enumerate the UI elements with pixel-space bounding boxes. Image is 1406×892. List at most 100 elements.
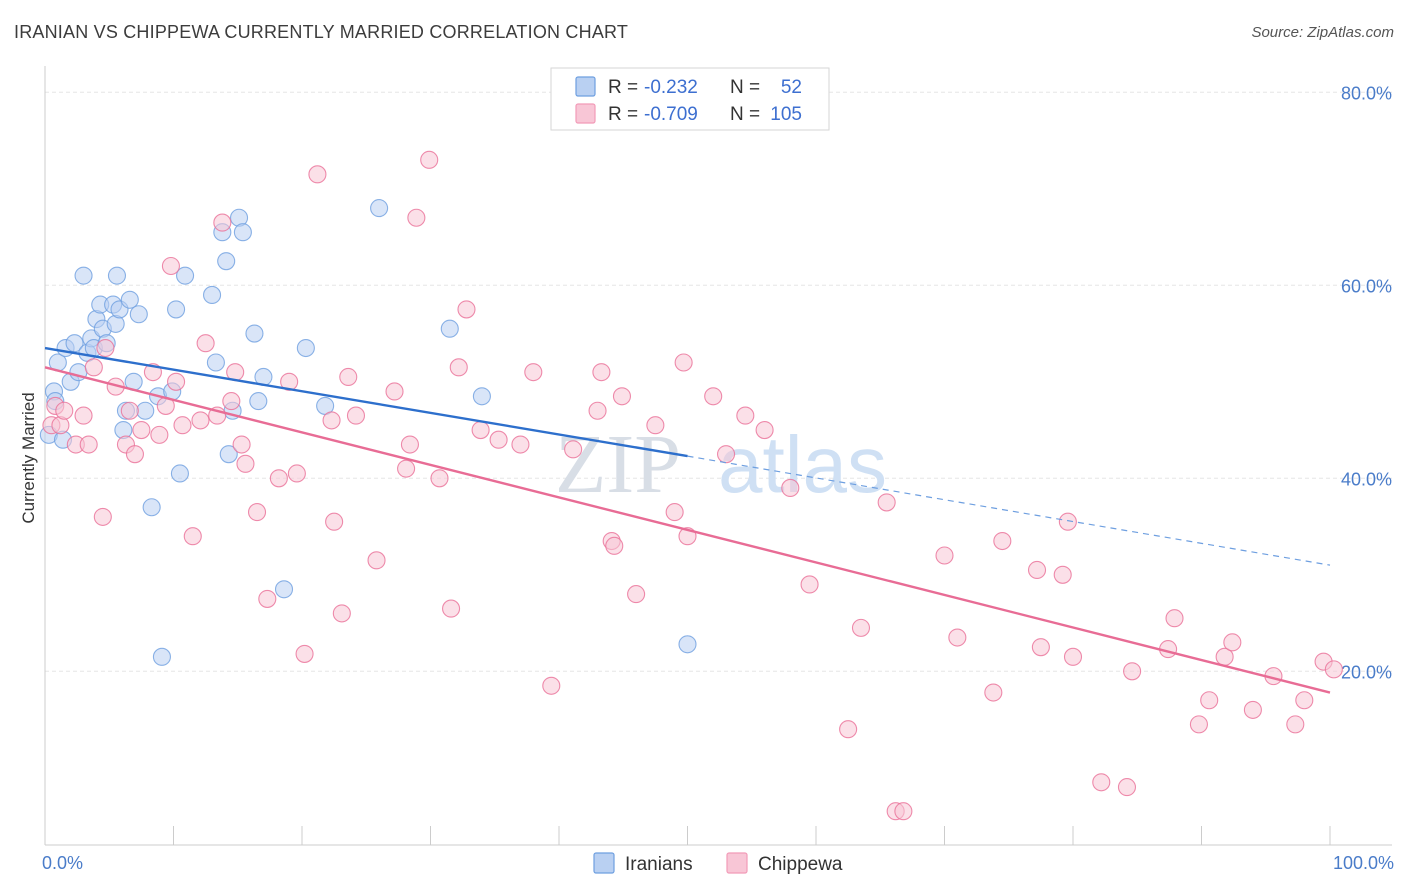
y-tick-label-0: 20.0% (1341, 662, 1392, 682)
chippewa-point-68 (704, 387, 723, 406)
chippewa-point-5 (74, 406, 93, 425)
iranians-trend-extension (687, 455, 1331, 566)
chippewa-point-21 (183, 527, 202, 546)
chippewa-point-9 (96, 338, 115, 358)
trend-lines (44, 346, 1331, 694)
legend-frame (550, 67, 830, 131)
chippewa-point-57 (564, 440, 583, 459)
legend-swatch-iranians (575, 76, 596, 97)
chippewa-point-20 (173, 416, 192, 435)
chippewa-point-7 (84, 358, 103, 377)
iranians-point-31 (167, 300, 186, 319)
bottom-legend-iranians: Iranians (625, 854, 693, 875)
chippewa-point-102 (1324, 660, 1343, 679)
gridlines (45, 91, 1392, 672)
chippewa-point-26 (222, 392, 241, 411)
watermark-zip: ZIP (555, 418, 681, 511)
y-tick-label-3: 80.0% (1341, 83, 1392, 103)
chippewa-point-87 (1063, 647, 1083, 666)
chippewa-point-96 (1223, 633, 1242, 652)
chippewa-point-89 (1117, 778, 1137, 797)
data-points (39, 150, 1343, 821)
legend-n-label-1: N = (730, 77, 760, 98)
chippewa-point-28 (232, 435, 251, 454)
chippewa-point-61 (605, 536, 624, 555)
chippewa-point-81 (984, 683, 1003, 702)
chippewa-point-18 (161, 256, 180, 276)
legend-r-label-2: R = (608, 104, 638, 125)
chippewa-point-42 (367, 551, 386, 570)
chippewa-point-39 (332, 604, 351, 623)
chippewa-point-38 (325, 512, 344, 531)
chippewa-point-53 (489, 430, 508, 449)
chippewa-point-12 (120, 401, 139, 420)
chippewa-point-13 (125, 445, 144, 464)
chippewa-point-3 (55, 401, 74, 420)
chippewa-point-47 (420, 150, 439, 169)
bottom-legend-swatch-iranians (593, 852, 615, 874)
chippewa-point-22 (191, 411, 210, 430)
iranians-point-48 (370, 199, 389, 218)
chippewa-point-37 (322, 411, 341, 430)
chippewa-point-74 (839, 720, 858, 739)
y-tick-label-1: 40.0% (1341, 469, 1392, 489)
chippewa-point-32 (269, 469, 288, 488)
chart-title: IRANIAN VS CHIPPEWA CURRENTLY MARRIED CO… (14, 22, 629, 42)
chippewa-point-16 (150, 425, 169, 444)
chippewa-point-97 (1243, 700, 1262, 719)
iranians-point-43 (249, 392, 268, 411)
chippewa-point-49 (442, 599, 461, 618)
chippewa-point-66 (674, 353, 693, 372)
chippewa-point-79 (935, 546, 954, 565)
watermark-atlas: atlas (718, 420, 887, 509)
chippewa-point-78 (894, 802, 913, 821)
chippewa-point-69 (716, 445, 736, 464)
y-tick-label-2: 60.0% (1341, 276, 1392, 296)
legend-n-value-2: 105 (770, 104, 802, 125)
iranians-point-27 (142, 498, 161, 517)
chippewa-point-100 (1295, 691, 1314, 710)
chippewa-point-50 (449, 358, 468, 377)
chippewa-point-73 (800, 575, 819, 594)
chippewa-point-55 (524, 363, 543, 382)
chippewa-point-30 (247, 503, 267, 522)
iranians-point-46 (296, 338, 315, 358)
chippewa-point-23 (196, 334, 215, 353)
chippewa-point-41 (346, 406, 366, 425)
chippewa-point-31 (258, 589, 277, 608)
chippewa-point-85 (1053, 565, 1072, 584)
iranians-point-37 (217, 252, 236, 271)
chippewa-point-43 (385, 382, 404, 401)
chippewa-point-36 (308, 165, 327, 184)
chippewa-point-40 (339, 367, 358, 387)
iranians-point-45 (274, 580, 294, 599)
chippewa-point-35 (295, 644, 314, 663)
chippewa-point-76 (877, 493, 896, 512)
iranians-point-29 (152, 647, 171, 666)
chippewa-point-65 (665, 503, 684, 522)
bottom-legend-swatch-chippewa (726, 852, 748, 874)
chippewa-point-99 (1286, 715, 1305, 734)
iranians-point-34 (203, 285, 222, 305)
iranians-point-33 (176, 266, 195, 285)
watermark: ZIP atlas (555, 418, 887, 511)
iranians-point-19 (107, 266, 127, 285)
legend-n-label-2: N = (730, 104, 760, 125)
iranians-point-9 (74, 266, 93, 285)
legend-swatch-chippewa (575, 103, 596, 124)
chippewa-point-92 (1165, 609, 1184, 628)
chippewa-point-51 (457, 300, 476, 319)
chippewa-point-82 (993, 531, 1012, 551)
chippewa-point-86 (1058, 512, 1077, 531)
chippewa-point-71 (755, 420, 774, 440)
chippewa-point-25 (213, 213, 232, 232)
legend-r-value-2: -0.709 (644, 104, 698, 125)
iranians-point-41 (233, 223, 252, 242)
chippewa-point-6 (79, 435, 98, 454)
iranians-point-50 (472, 387, 491, 406)
iranians-trend-line (44, 346, 688, 458)
iranians-point-38 (219, 445, 238, 464)
chippewa-point-54 (511, 435, 530, 454)
legend-n-value-1: 52 (781, 77, 802, 98)
